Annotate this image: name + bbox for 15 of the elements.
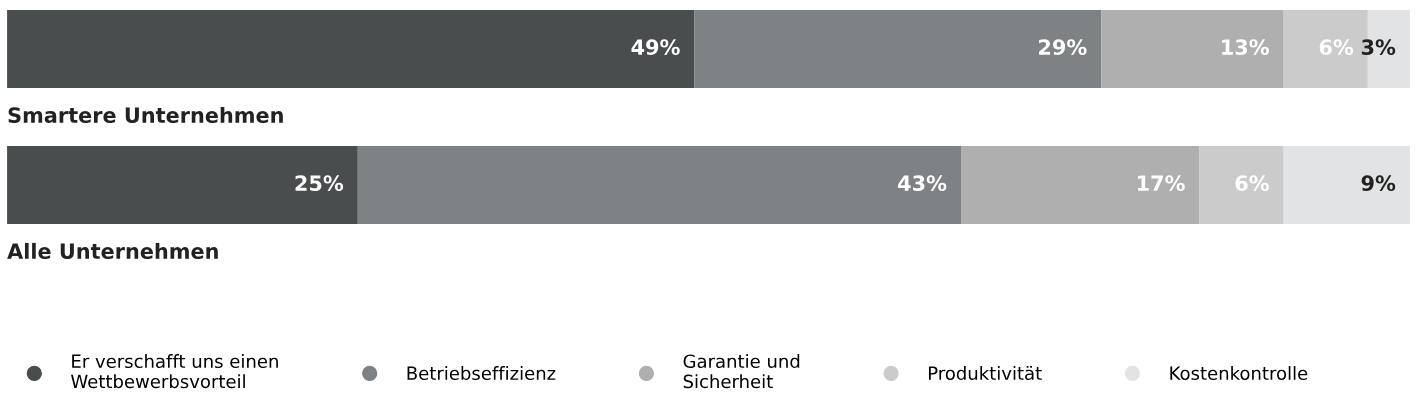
legend-label: Kostenkontrolle <box>1170 366 1308 381</box>
data-label: 17% <box>1137 175 1185 192</box>
y-tick-label: Alle Unternehmen <box>7 242 218 260</box>
legend-label: Produktivität <box>928 366 1042 381</box>
data-label: 43% <box>898 175 947 192</box>
data-label: 25% <box>295 175 344 192</box>
data-label: 29% <box>1039 39 1087 56</box>
data-label: 13% <box>1222 39 1269 56</box>
y-tick-label: Smartere Unternehmen <box>8 106 283 124</box>
legend-label: Er verschafft uns einen Wettbewerbsvorteil <box>71 354 278 389</box>
legend-label: Garantie und Sicherheit <box>683 354 800 389</box>
legend-label: Betriebseffizienz <box>407 366 556 381</box>
data-label: 3% <box>1361 39 1396 56</box>
data-label: 9% <box>1361 175 1396 192</box>
data-label: 49% <box>631 39 680 56</box>
